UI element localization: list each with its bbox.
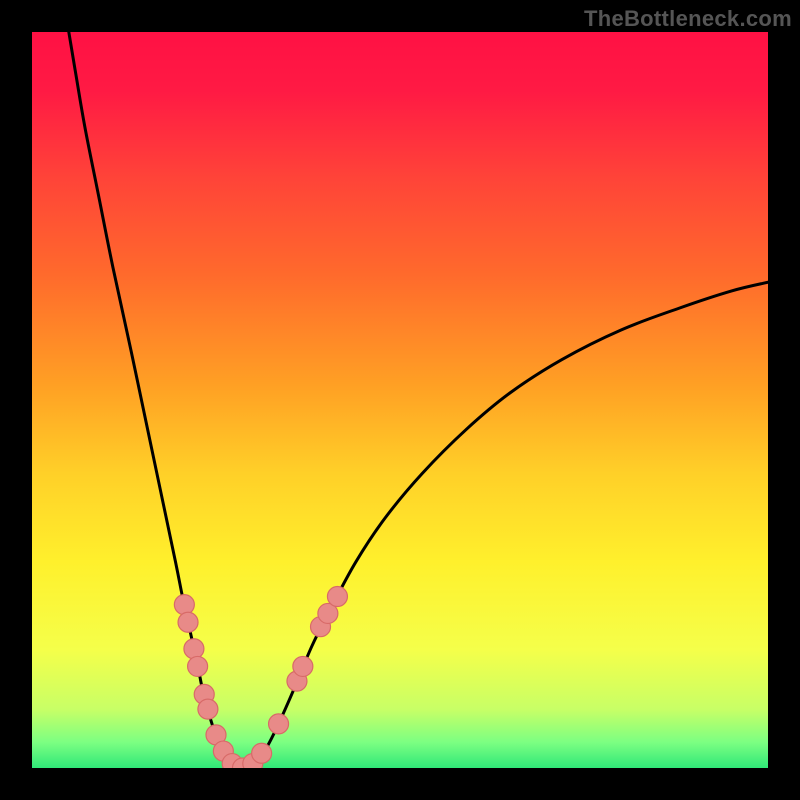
data-marker <box>174 595 194 615</box>
chart-frame: TheBottleneck.com <box>0 0 800 800</box>
data-marker <box>293 656 313 676</box>
data-marker <box>269 714 289 734</box>
data-marker <box>198 699 218 719</box>
data-marker <box>188 656 208 676</box>
data-marker <box>184 639 204 659</box>
chart-svg <box>32 32 768 768</box>
plot-area <box>32 32 768 768</box>
data-marker <box>178 612 198 632</box>
data-marker <box>327 587 347 607</box>
data-marker <box>252 743 272 763</box>
watermark-label: TheBottleneck.com <box>584 6 792 32</box>
